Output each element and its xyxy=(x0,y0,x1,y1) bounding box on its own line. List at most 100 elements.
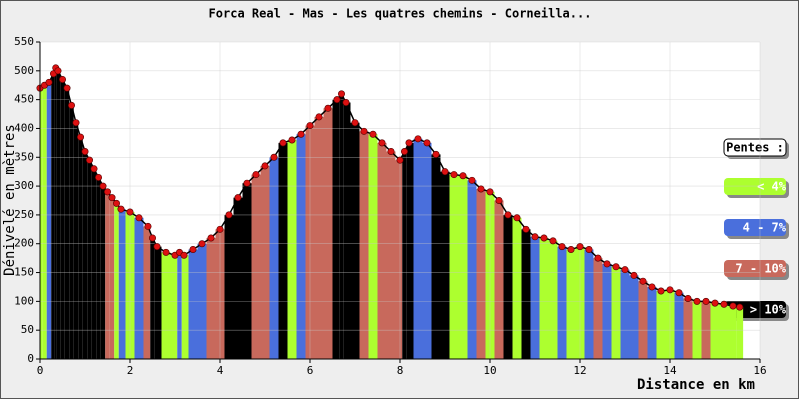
profile-point xyxy=(711,299,719,307)
slope-bar xyxy=(611,266,621,359)
profile-point xyxy=(522,225,530,233)
profile-point xyxy=(441,168,449,176)
slope-bar xyxy=(51,73,55,359)
x-tick-label: 12 xyxy=(573,364,586,377)
y-tick-label: 100 xyxy=(14,294,34,307)
slope-bar xyxy=(683,298,693,359)
profile-point xyxy=(315,113,323,121)
profile-point xyxy=(288,136,296,144)
x-tick-label: 0 xyxy=(37,364,44,377)
slope-bar xyxy=(69,105,74,360)
profile-point xyxy=(558,243,566,251)
legend-title: Pentes : xyxy=(726,141,784,155)
legend-label: > 10% xyxy=(750,303,787,317)
y-tick-label: 50 xyxy=(21,323,34,336)
slope-bar xyxy=(109,197,115,359)
profile-point xyxy=(162,248,170,256)
x-tick-label: 8 xyxy=(397,364,404,377)
slope-bar xyxy=(458,175,468,359)
profile-point xyxy=(243,179,251,187)
profile-point xyxy=(468,176,476,184)
profile-point xyxy=(567,245,575,253)
profile-point xyxy=(720,300,728,308)
slope-bar xyxy=(150,237,155,359)
profile-point xyxy=(400,148,408,156)
profile-point xyxy=(621,266,629,274)
profile-point xyxy=(117,205,125,213)
slope-bar xyxy=(566,249,576,359)
slope-bar xyxy=(287,139,297,359)
profile-point xyxy=(68,101,76,109)
profile-point xyxy=(612,263,620,271)
profile-point xyxy=(387,148,395,156)
profile-point xyxy=(657,287,665,295)
profile-point xyxy=(252,171,260,179)
profile-point xyxy=(396,156,404,164)
x-tick-label: 16 xyxy=(753,364,766,377)
slope-bar xyxy=(584,249,594,359)
slope-bar xyxy=(719,304,729,359)
profile-point xyxy=(495,197,503,205)
slope-bar xyxy=(118,209,126,359)
profile-point xyxy=(225,211,233,219)
profile-point xyxy=(63,84,71,92)
legend-title-box xyxy=(723,138,787,157)
slope-bar xyxy=(105,191,110,359)
slope-bar xyxy=(73,122,79,359)
profile-point xyxy=(432,150,440,158)
slope-bar xyxy=(82,151,88,359)
x-tick-label: 10 xyxy=(483,364,496,377)
profile-point xyxy=(630,271,638,279)
profile-point xyxy=(585,245,593,253)
profile-point xyxy=(666,286,674,294)
profile-point xyxy=(113,199,121,207)
profile-point xyxy=(45,78,53,86)
profile-point xyxy=(135,214,143,222)
profile-point xyxy=(513,214,521,222)
slope-bar xyxy=(161,252,171,359)
slope-bar xyxy=(548,240,558,359)
slope-bar xyxy=(413,138,423,359)
slope-bar xyxy=(181,255,189,359)
slope-bar xyxy=(343,102,351,359)
y-tick-label: 400 xyxy=(14,121,34,134)
profile-point xyxy=(504,211,512,219)
profile-point xyxy=(333,96,341,104)
slope-bar xyxy=(503,214,513,359)
slope-bar xyxy=(494,200,504,359)
profile-point xyxy=(261,162,269,170)
legend-label: 7 - 10% xyxy=(735,262,786,276)
slope-bar xyxy=(296,134,306,359)
profile-point xyxy=(149,234,157,242)
legend-label: < 4% xyxy=(757,180,787,194)
slope-bar xyxy=(269,157,279,359)
slope-bar xyxy=(91,168,97,359)
x-tick-label: 2 xyxy=(127,364,134,377)
profile-point xyxy=(95,173,103,181)
x-tick-label: 6 xyxy=(307,364,314,377)
profile-point xyxy=(648,283,656,291)
slope-bar xyxy=(674,292,684,359)
slope-bar xyxy=(431,154,441,359)
slope-bar xyxy=(224,214,234,359)
profile-point xyxy=(369,130,377,138)
y-tick-label: 350 xyxy=(14,150,34,163)
slope-bar xyxy=(332,99,340,360)
slope-bar xyxy=(177,252,182,359)
legend-swatch xyxy=(724,178,786,195)
slope-bar xyxy=(54,67,57,359)
slope-bar xyxy=(260,165,270,359)
slope-bar xyxy=(736,307,744,359)
profile-point xyxy=(549,237,557,245)
profile-point xyxy=(337,90,345,98)
profile-point xyxy=(126,208,134,216)
slope-bar xyxy=(386,151,396,359)
profile-point xyxy=(423,139,431,147)
profile-point xyxy=(99,182,107,190)
slope-bar xyxy=(377,142,387,359)
slope-bar xyxy=(728,305,737,359)
slope-bar xyxy=(406,142,414,359)
profile-point xyxy=(153,243,161,251)
slope-bar xyxy=(512,217,522,359)
slope-bar xyxy=(42,85,47,360)
